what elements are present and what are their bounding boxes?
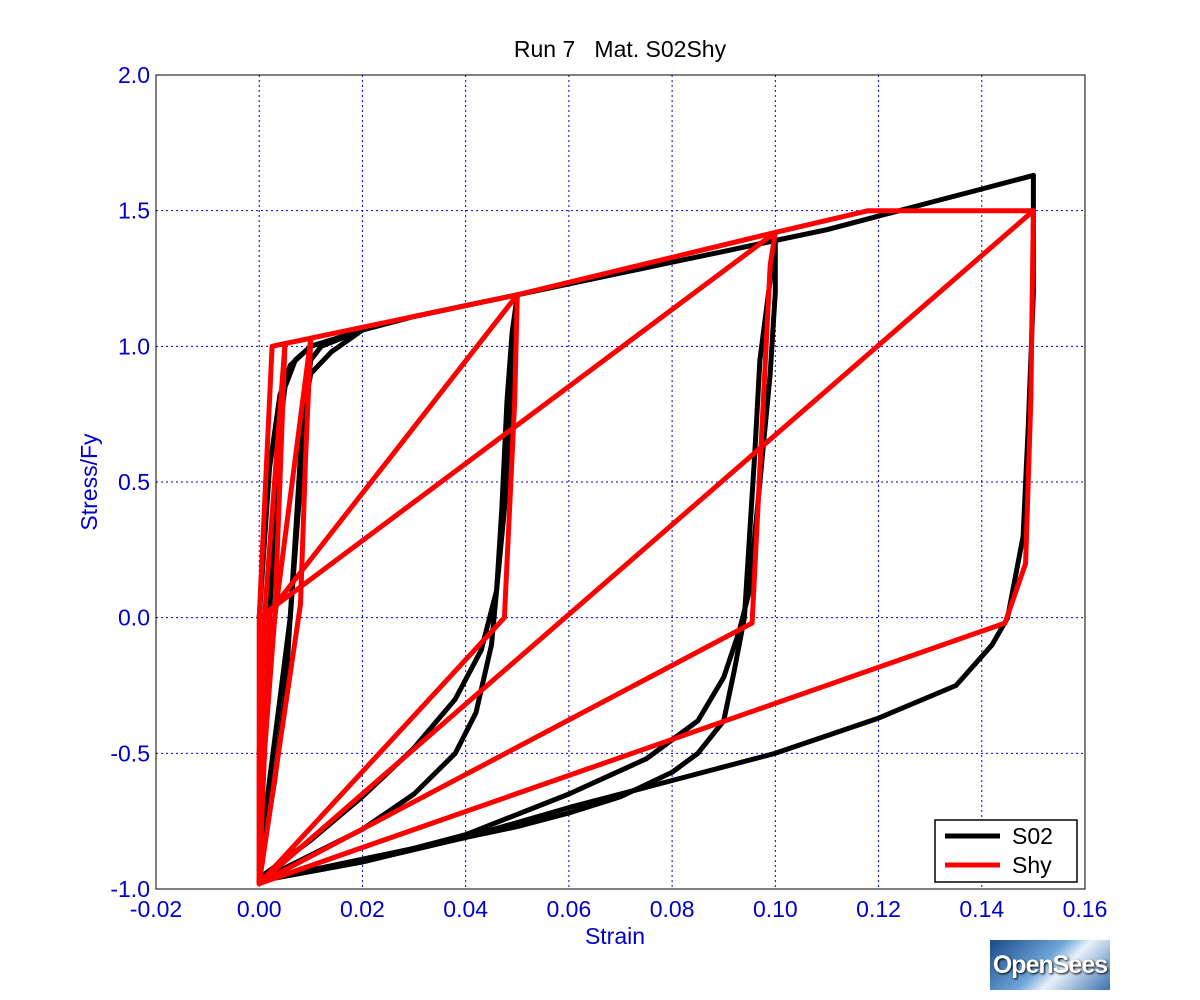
- x-tick-label: 0.14: [959, 896, 1004, 922]
- series-shy-curve: [256, 335, 314, 887]
- plot-curves: [256, 172, 1036, 887]
- series-shy-curve: [256, 341, 288, 887]
- series-s02-curve: [256, 238, 778, 884]
- x-tick-label: 0.12: [856, 896, 901, 922]
- y-axis-label: Stress/Fy: [76, 433, 102, 531]
- legend-box: [934, 819, 1078, 883]
- y-tick-label: 0.5: [118, 469, 150, 495]
- x-tick-label: 0.10: [753, 896, 798, 922]
- series-shy-curve: [256, 208, 1036, 887]
- chart-title: Run 7 Mat. S02Shy: [514, 36, 727, 62]
- x-tick-label: -0.02: [130, 896, 182, 922]
- y-tick-label: -0.5: [110, 740, 150, 766]
- plot-frame: [155, 74, 1086, 890]
- series-shy-curve: [256, 208, 1036, 887]
- x-tick-label: 0.06: [547, 896, 592, 922]
- series-s02-curve: [256, 327, 365, 873]
- y-tick-label: 2.0: [118, 62, 150, 88]
- y-tick-label: 1.5: [118, 198, 150, 224]
- series-s02-curve: [256, 238, 778, 884]
- series-shy-curve: [256, 208, 1036, 621]
- series-shy-curve: [256, 335, 314, 887]
- series-shy-curve: [256, 341, 288, 756]
- x-axis-label: Strain: [585, 923, 645, 949]
- series-s02-curve: [256, 172, 1036, 621]
- x-tick-labels: -0.02 0.00 0.02 0.04 0.06 0.08 0.10 0.12 0.14 0.1…: [130, 896, 1108, 922]
- series-shy-curve: [256, 229, 778, 887]
- legend-label-shy: Shy: [1012, 852, 1052, 878]
- y-tick-label: 0.0: [118, 605, 150, 631]
- x-tick-label: 0.00: [237, 896, 282, 922]
- y-tick-label: 1.0: [118, 333, 150, 359]
- series-s02-curve: [256, 292, 520, 884]
- y-tick-label: -1.0: [110, 876, 150, 902]
- x-tick-label: 0.08: [650, 896, 695, 922]
- y-tick-labels: -1.0 -0.5 0.0 0.5 1.0 1.5 2.0: [110, 62, 150, 902]
- x-tick-label: 0.16: [1063, 896, 1108, 922]
- opensees-logo: OpenSees: [990, 940, 1110, 990]
- x-tick-label: 0.02: [340, 896, 385, 922]
- legend-label-s02: S02: [1012, 823, 1053, 849]
- series-shy-curve: [256, 292, 520, 887]
- legend: S02 Shy: [934, 819, 1078, 883]
- x-tick-label: 0.04: [443, 896, 488, 922]
- series-shy: [256, 208, 1036, 887]
